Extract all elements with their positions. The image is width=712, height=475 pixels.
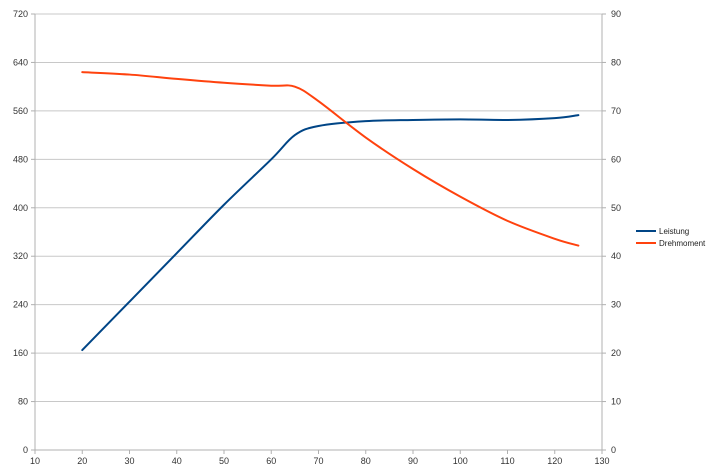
legend-label-drehmoment: Drehmoment <box>659 239 706 248</box>
x-tick-label: 40 <box>172 456 182 466</box>
y-tick-label: 160 <box>13 348 28 358</box>
x-tick-label: 100 <box>453 456 468 466</box>
y-tick-label: 240 <box>13 300 28 310</box>
x-tick-label: 60 <box>266 456 276 466</box>
legend-label-leistung: Leistung <box>659 227 689 236</box>
y2-tick-label: 30 <box>611 300 621 310</box>
x-tick-label: 90 <box>408 456 418 466</box>
x-tick-label: 20 <box>77 456 87 466</box>
y-tick-label: 640 <box>13 57 28 67</box>
y2-tick-label: 80 <box>611 57 621 67</box>
y2-tick-label: 20 <box>611 348 621 358</box>
plot-series <box>81 71 580 352</box>
x-tick-label: 130 <box>594 456 609 466</box>
y-tick-label: 720 <box>13 9 28 19</box>
legend: Leistung Drehmoment <box>636 227 706 248</box>
x-tick-label: 30 <box>124 456 134 466</box>
gridlines <box>35 13 602 451</box>
y-tick-label: 80 <box>18 397 28 407</box>
y-tick-label: 0 <box>23 445 28 455</box>
x-tick-label: 110 <box>500 456 514 466</box>
y-tick-label: 480 <box>13 154 28 164</box>
y2-tick-label: 40 <box>611 251 621 261</box>
y2-tick-label: 90 <box>611 9 621 19</box>
y2-tick-label: 10 <box>611 397 621 407</box>
x-tick-label: 10 <box>30 456 40 466</box>
y-tick-label: 560 <box>13 106 28 116</box>
x-tick-label: 70 <box>313 456 323 466</box>
y2-tick-label: 70 <box>611 106 621 116</box>
x-tick-label: 50 <box>219 456 229 466</box>
y-tick-label: 400 <box>13 203 28 213</box>
y2-tick-label: 60 <box>611 154 621 164</box>
x-tick-label: 80 <box>361 456 371 466</box>
x-tick-label: 120 <box>547 456 562 466</box>
series-line-drehmoment <box>81 71 580 247</box>
series-line-leistung <box>81 114 580 352</box>
y-tick-label: 320 <box>13 251 28 261</box>
y2-tick-label: 50 <box>611 203 621 213</box>
y2-tick-label: 0 <box>611 445 616 455</box>
axes: 0801602403204004805606407200102030405060… <box>13 9 621 466</box>
